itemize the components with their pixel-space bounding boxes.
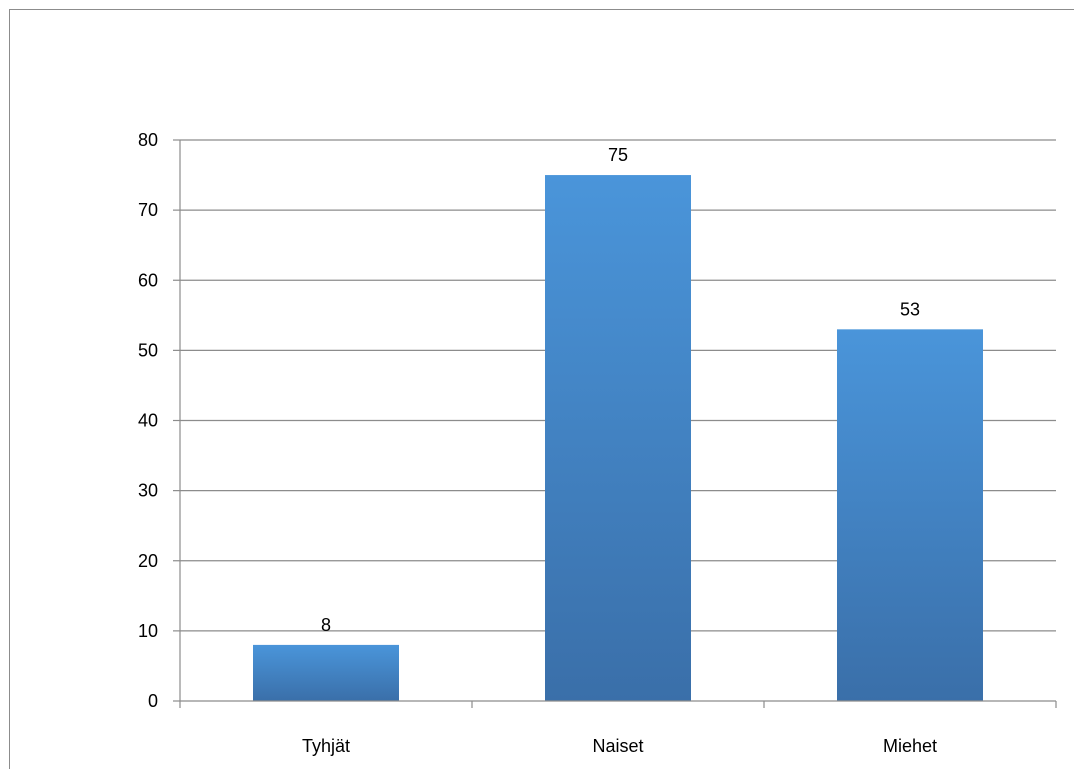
axes	[173, 139, 1057, 708]
bar-miehet	[837, 329, 983, 701]
y-tick-label: 0	[148, 691, 158, 711]
y-tick-label: 60	[138, 270, 158, 290]
y-tick-label: 50	[138, 340, 158, 360]
bar-tyhjät	[253, 644, 399, 701]
y-tick-label: 20	[138, 551, 158, 571]
y-tick-label: 70	[138, 200, 158, 220]
y-tick-label: 80	[138, 130, 158, 150]
y-tick-label: 30	[138, 481, 158, 501]
bar-naiset	[545, 175, 691, 701]
data-label: 8	[321, 615, 331, 635]
y-tick-label: 10	[138, 621, 158, 641]
data-label: 75	[608, 145, 628, 165]
bars	[253, 175, 983, 701]
y-tick-label: 40	[138, 411, 158, 431]
x-tick-label: Tyhjät	[302, 736, 350, 756]
labels: 0 10 20 30 40 50 60 70 80 8 Tyhjät 75 Naiset 53 Miehet	[138, 130, 937, 756]
data-label: 53	[900, 299, 920, 319]
x-tick-label: Naiset	[592, 736, 643, 756]
x-tick-label: Miehet	[883, 736, 937, 756]
